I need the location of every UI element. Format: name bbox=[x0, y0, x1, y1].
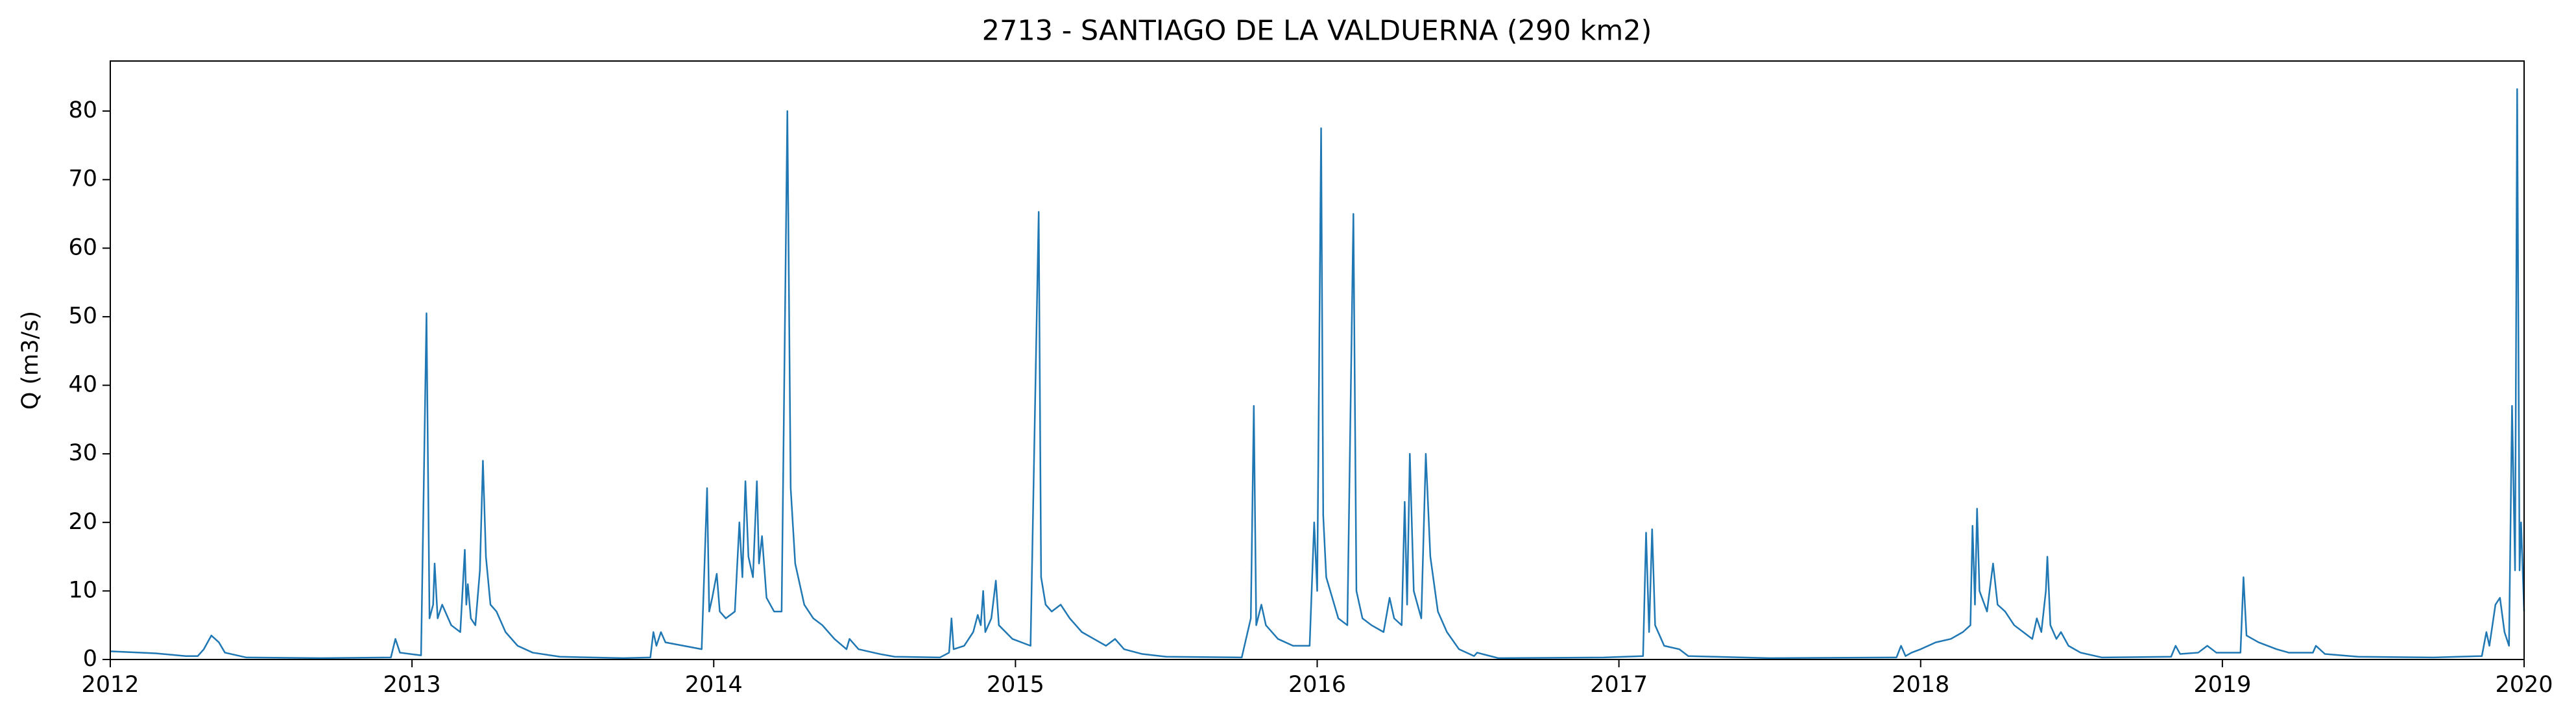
y-tick-label: 30 bbox=[68, 440, 97, 466]
y-tick-label: 40 bbox=[68, 372, 97, 398]
x-tick-label: 2019 bbox=[2193, 672, 2251, 698]
y-tick-label: 80 bbox=[68, 97, 97, 123]
y-tick-label: 0 bbox=[83, 646, 97, 672]
chart-title: 2713 - SANTIAGO DE LA VALDUERNA (290 km2… bbox=[982, 15, 1652, 47]
x-tick-label: 2015 bbox=[987, 672, 1044, 698]
x-tick-label: 2012 bbox=[81, 672, 139, 698]
flow-line bbox=[110, 88, 2525, 659]
y-tick-label: 50 bbox=[68, 303, 97, 329]
y-tick-label: 70 bbox=[68, 166, 97, 192]
x-tick-label: 2018 bbox=[1892, 672, 1949, 698]
y-tick-label: 60 bbox=[68, 234, 97, 260]
y-axis-label: Q (m3/s) bbox=[18, 311, 43, 410]
x-tick-label: 2020 bbox=[2495, 672, 2553, 698]
x-tick-label: 2017 bbox=[1590, 672, 1648, 698]
x-tick-label: 2013 bbox=[383, 672, 441, 698]
y-tick-label: 10 bbox=[68, 577, 97, 603]
x-tick-label: 2014 bbox=[685, 672, 743, 698]
x-tick-label: 2016 bbox=[1288, 672, 1346, 698]
plot-frame bbox=[110, 60, 2525, 660]
y-tick-label: 20 bbox=[68, 509, 97, 535]
